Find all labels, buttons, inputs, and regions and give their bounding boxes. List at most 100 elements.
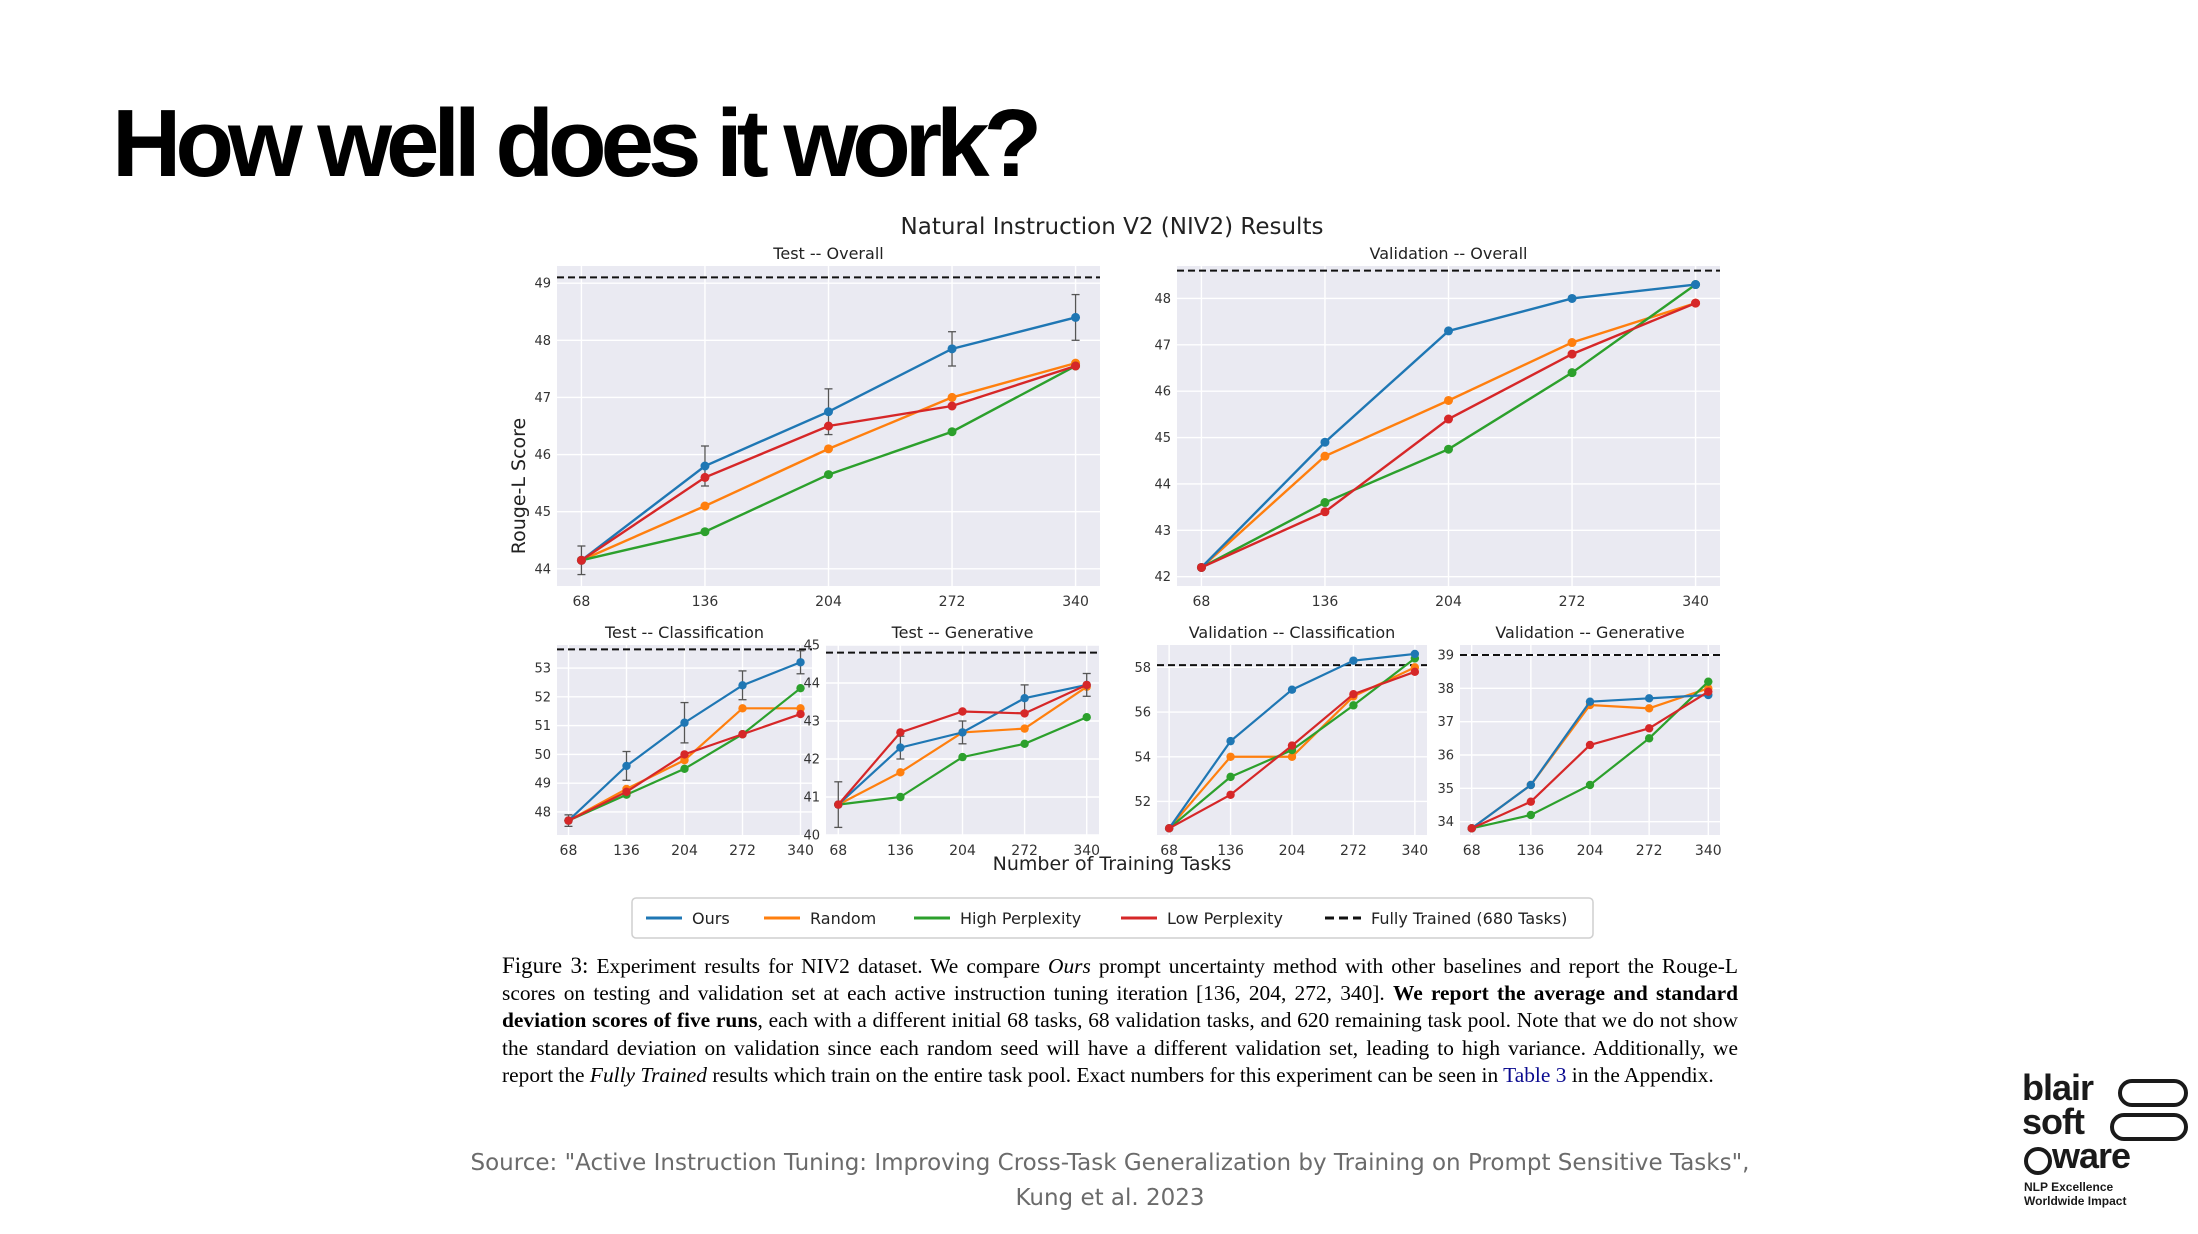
results-figure: Natural Instruction V2 (NIV2) Results Ro… xyxy=(508,214,1722,939)
data-point xyxy=(1320,451,1330,461)
chart-legend: Ours Random High Perplexity Low Perplexi… xyxy=(631,897,1594,939)
y-tick-label: 36 xyxy=(1437,749,1454,764)
x-tick-label: 272 xyxy=(939,594,966,610)
data-point xyxy=(564,816,573,825)
data-point xyxy=(1585,740,1595,750)
y-tick-label: 49 xyxy=(534,277,551,292)
x-tick-label: 272 xyxy=(729,843,756,859)
series-low-perplexity xyxy=(1164,667,1420,833)
series-ours xyxy=(1164,649,1420,833)
x-tick-label: 136 xyxy=(1217,843,1244,859)
y-tick-label: 38 xyxy=(1437,682,1454,697)
x-tick-label: 204 xyxy=(949,843,976,859)
data-point xyxy=(738,704,747,713)
data-point xyxy=(1585,697,1595,706)
y-tick-label: 50 xyxy=(534,748,551,763)
data-point xyxy=(958,728,967,737)
data-point xyxy=(947,401,957,411)
caption-text-4: results which train on the entire task p… xyxy=(706,1062,1504,1087)
x-tick-label: 272 xyxy=(1011,843,1038,859)
data-point xyxy=(1444,444,1453,454)
data-point xyxy=(1320,437,1330,447)
x-tick-label: 204 xyxy=(1577,843,1604,859)
data-point xyxy=(1082,680,1091,690)
y-tick-label: 48 xyxy=(534,805,551,820)
x-tick-label: 272 xyxy=(1559,594,1586,610)
data-point xyxy=(700,527,710,537)
x-tick-label: 340 xyxy=(1682,594,1709,610)
data-point xyxy=(796,658,805,667)
legend-frame xyxy=(631,897,1594,939)
y-tick-label: 54 xyxy=(1134,750,1151,765)
x-tick-label: 136 xyxy=(1517,843,1544,859)
series-low-perplexity xyxy=(1467,687,1713,833)
x-tick-label: 204 xyxy=(1279,843,1306,859)
panel-title: Validation -- Classification xyxy=(1189,623,1396,642)
table-3-link[interactable]: Table 3 xyxy=(1503,1062,1567,1087)
data-point xyxy=(824,444,833,454)
data-point xyxy=(796,683,805,693)
logo-word-ware: ware xyxy=(2052,1135,2131,1176)
logo-ring-icon xyxy=(2110,1113,2188,1141)
data-point xyxy=(796,709,805,719)
chart-panels: 44 45 46 47 48 49 68 136 204 272 340 Test -- Overal… xyxy=(534,244,1721,859)
data-point xyxy=(1020,739,1029,748)
x-tick-label: 340 xyxy=(1401,843,1428,859)
x-tick-label: 204 xyxy=(815,594,842,610)
data-point xyxy=(1349,689,1358,699)
data-point xyxy=(700,461,710,471)
data-point xyxy=(824,407,833,417)
logo-ring-icon xyxy=(2118,1079,2188,1107)
caption-text-1: Experiment results for NIV2 dataset. We … xyxy=(596,954,1049,978)
data-point xyxy=(680,750,689,759)
panel-title: Test -- Classification xyxy=(604,623,764,642)
data-point xyxy=(1467,824,1476,833)
legend-label-ours: Ours xyxy=(692,909,730,928)
blair-software-logo: blair soft ware NLP Excellence Worldwide… xyxy=(2022,1070,2192,1210)
y-tick-label: 47 xyxy=(534,391,551,406)
data-point xyxy=(1704,687,1713,696)
data-point xyxy=(1071,361,1081,371)
data-point xyxy=(834,800,843,809)
data-point xyxy=(1226,752,1235,761)
x-tick-label: 68 xyxy=(560,843,578,859)
legend-label-high-perplexity: High Perplexity xyxy=(960,909,1081,928)
data-point xyxy=(896,743,905,752)
x-tick-label: 68 xyxy=(829,843,847,859)
data-point xyxy=(1526,780,1536,790)
data-point xyxy=(896,792,905,802)
y-tick-label: 45 xyxy=(803,639,820,654)
data-point xyxy=(1644,694,1654,703)
data-point xyxy=(1020,724,1029,733)
x-tick-label: 340 xyxy=(1073,843,1100,859)
data-point xyxy=(824,470,833,480)
caption-bold: We report the average and standard devia… xyxy=(502,981,1738,1033)
panel-test-generative: 40 41 42 43 44 45 68 136 204 272 340 Test -- Genera… xyxy=(803,623,1100,859)
legend-label-random: Random xyxy=(810,909,876,928)
y-tick-label: 51 xyxy=(534,719,551,734)
data-point xyxy=(738,681,747,690)
data-point xyxy=(1410,649,1420,659)
y-tick-label: 42 xyxy=(803,753,820,768)
logo-word-soft: soft xyxy=(2022,1101,2085,1142)
data-point xyxy=(576,555,586,565)
data-point xyxy=(1349,701,1358,710)
series-low-perplexity xyxy=(834,680,1091,809)
y-tick-label: 46 xyxy=(1154,385,1171,400)
panel-title: Test -- Overall xyxy=(772,244,883,263)
data-point xyxy=(1567,338,1577,348)
figure-suptitle: Natural Instruction V2 (NIV2) Results xyxy=(901,214,1324,240)
data-point xyxy=(738,730,747,739)
data-point xyxy=(680,718,689,727)
y-tick-label: 44 xyxy=(534,562,551,577)
x-tick-label: 136 xyxy=(692,594,719,610)
y-tick-label: 37 xyxy=(1437,715,1454,730)
caption-label: Figure 3: xyxy=(502,953,589,978)
data-point xyxy=(1704,677,1713,686)
y-tick-label: 49 xyxy=(534,777,551,792)
x-tick-label: 136 xyxy=(887,843,914,859)
logo-tagline-2: Worldwide Impact xyxy=(2024,1194,2127,1208)
data-point xyxy=(1164,824,1174,833)
source-line-1: Source: "Active Instruction Tuning: Impr… xyxy=(470,1150,1750,1176)
data-point xyxy=(1226,790,1235,799)
